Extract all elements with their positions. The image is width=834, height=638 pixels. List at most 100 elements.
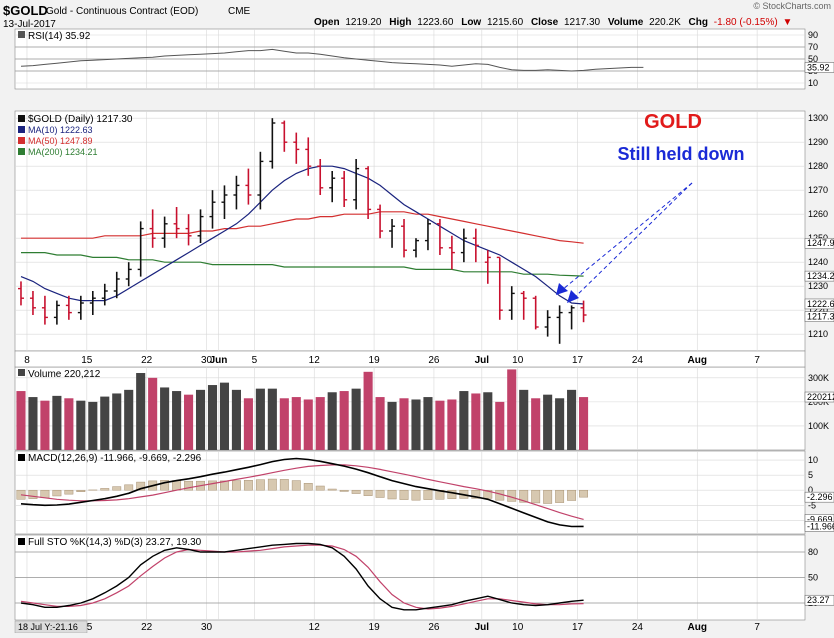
bottom-date-tick-label: 24: [632, 622, 644, 633]
volume-bar: [64, 398, 73, 450]
volume-bar: [567, 390, 576, 450]
open-label: Open: [314, 17, 340, 28]
date-tick-label: 12: [309, 355, 321, 366]
volume-bar: [316, 397, 325, 450]
volume-bar: [16, 391, 25, 450]
close-value-tag-text: 1217.3: [807, 312, 834, 322]
macd-histogram-bar: [125, 485, 133, 490]
date-tick-label: 8: [24, 355, 30, 366]
volume-bar: [328, 392, 337, 450]
volume-bar: [40, 401, 49, 450]
volume-bar: [88, 402, 97, 450]
volume-value: 220.2K: [649, 17, 681, 28]
date-tick-label: 10: [512, 355, 524, 366]
macd-histogram-bar: [304, 483, 312, 490]
price-y-tick-label: 1230: [808, 281, 828, 291]
macd-histogram-bar: [388, 490, 396, 499]
low-label: Low: [461, 17, 481, 28]
rsi-y-tick-label: 90: [808, 30, 818, 40]
macd-histogram-bar: [65, 490, 73, 494]
macd-histogram-bar: [340, 490, 348, 491]
volume-bar: [280, 398, 289, 450]
date-tick-label: Aug: [688, 355, 707, 366]
volume-bar: [196, 390, 205, 450]
volume-bar: [352, 389, 361, 450]
volume-y-tick-label: 100K: [808, 421, 829, 431]
volume-bar: [399, 398, 408, 450]
volume-bar: [495, 402, 504, 450]
volume-bar: [268, 389, 277, 450]
volume-bar: [220, 383, 229, 450]
volume-panel-frame: [15, 367, 805, 450]
macd-histogram-bar: [280, 479, 288, 490]
sto-y-tick-label: 80: [808, 547, 818, 557]
high-label: High: [389, 17, 411, 28]
macd-histogram-bar: [268, 479, 276, 490]
date-tick-label: 24: [632, 355, 644, 366]
bottom-date-tick-label: 10: [512, 622, 524, 633]
volume-legend-swatch: [18, 369, 25, 376]
volume-bar: [208, 385, 217, 450]
low-value: 1215.60: [487, 17, 524, 28]
sto-legend-swatch: [18, 538, 25, 545]
macd-histogram-bar: [376, 490, 384, 497]
volume-bar: [304, 399, 313, 450]
bottom-date-tick-label: 12: [309, 622, 321, 633]
volume-bar: [483, 392, 492, 450]
macd-histogram-bar: [364, 490, 372, 495]
macd-histogram-bar: [567, 490, 575, 500]
macd-histogram-bar: [555, 490, 563, 502]
macd-histogram-bar: [412, 490, 420, 500]
quote-date: 13-Jul-2017: [3, 19, 56, 30]
volume-bar: [232, 390, 241, 450]
price-y-tick-label: 1280: [808, 161, 828, 171]
rsi-y-tick-label: 10: [808, 78, 818, 88]
volume-bar: [244, 398, 253, 450]
macd-main-value-tag-text: -11.966: [807, 521, 834, 531]
macd-histogram-bar: [316, 486, 324, 490]
macd-histogram-bar: [328, 489, 336, 490]
annotation-gold: GOLD: [644, 111, 702, 133]
close-label: Close: [531, 17, 559, 28]
volume-bar: [376, 397, 385, 450]
volume-bar: [100, 397, 109, 450]
macd-histogram-bar: [101, 488, 109, 490]
volume-bar: [124, 390, 133, 450]
volume-bar: [172, 391, 181, 450]
volume-bar: [579, 397, 588, 450]
close-value: 1217.30: [564, 17, 601, 28]
high-value: 1223.60: [417, 17, 454, 28]
bottom-date-tick-label: Aug: [688, 622, 707, 633]
macd-histogram-bar: [292, 481, 300, 491]
volume-bar: [160, 387, 169, 450]
volume-bar: [471, 393, 480, 450]
volume-bar: [555, 398, 564, 450]
price-y-tick-label: 1260: [808, 209, 828, 219]
date-tick-label: 22: [141, 355, 153, 366]
sto-value-tag-text: 23.27: [807, 595, 830, 605]
rsi-value-tag-text: 35.92: [807, 62, 830, 72]
ma10-value-tag-text: 1222.6: [807, 299, 834, 309]
bottom-date-tick-label: 22: [141, 622, 153, 633]
volume-bar: [136, 373, 145, 450]
macd-histogram-bar: [543, 490, 551, 503]
volume-bar: [340, 391, 349, 450]
volume-bar: [52, 396, 61, 450]
date-tick-label: 17: [572, 355, 584, 366]
macd-histogram-bar: [29, 490, 37, 498]
ma-legend: MA(50) 1247.89: [28, 136, 93, 146]
volume-bar: [292, 397, 301, 450]
date-tick-label: 5: [252, 355, 258, 366]
bottom-date-tick-label: 7: [754, 622, 760, 633]
volume-bar: [184, 395, 193, 450]
sto-y-tick-label: 50: [808, 573, 818, 583]
ma-legend-swatch: [18, 137, 25, 144]
bottom-date-tick-label: 30: [201, 622, 213, 633]
macd-histogram-bar: [424, 490, 432, 499]
volume-bar: [423, 397, 432, 450]
volume-label: Volume: [608, 17, 644, 28]
quote-line: Open 1219.20 High 1223.60 Low 1215.60 Cl…: [314, 17, 792, 28]
macd-hist-value-tag-text: -2.296: [807, 492, 833, 502]
macd-histogram-bar: [244, 480, 252, 490]
